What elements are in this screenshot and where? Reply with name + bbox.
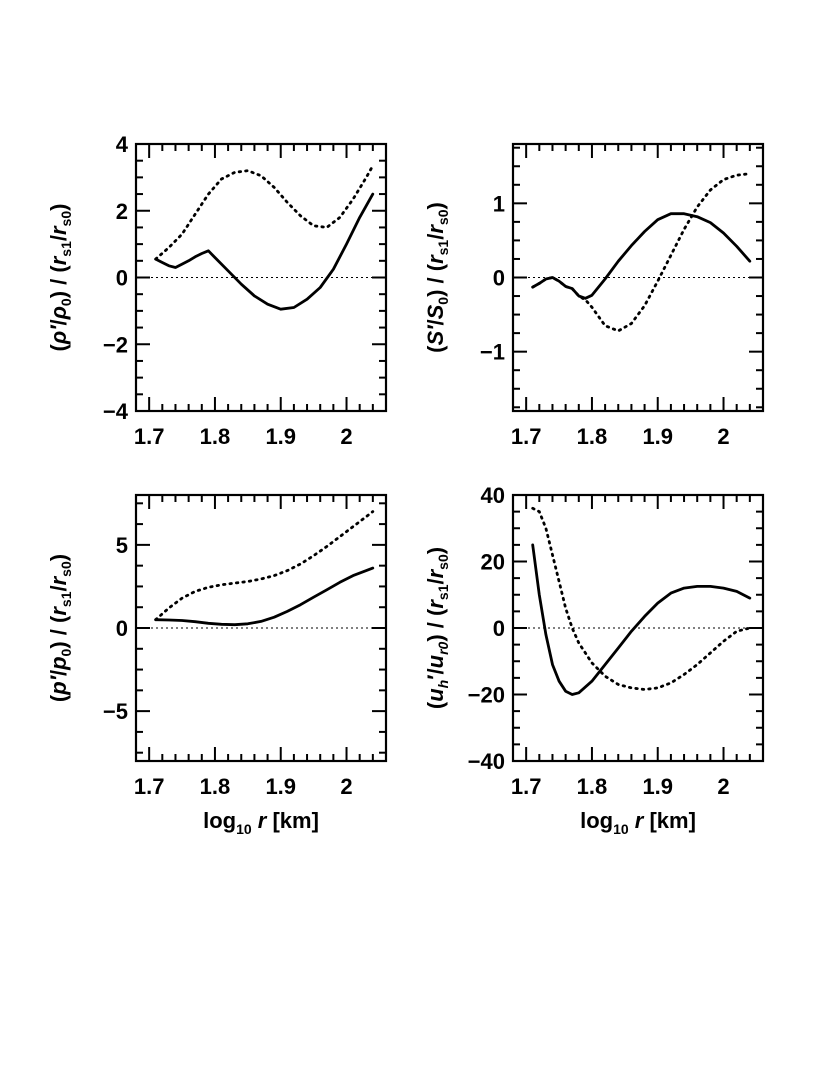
y-tick-label: 1 [493, 191, 505, 216]
x-axis-title: log10 r [km] [203, 808, 319, 837]
series-dotted-line [531, 506, 752, 691]
x-axis-title: log10 r [km] [580, 808, 696, 837]
x-tick-label: 1.8 [577, 424, 608, 449]
y-tick-label: 2 [116, 199, 128, 224]
y-tick-label: −4 [103, 399, 129, 424]
y-tick-label: 5 [116, 533, 128, 558]
x-tick-label: 1.8 [200, 424, 231, 449]
x-tick-label: 1.9 [265, 424, 296, 449]
x-tick-label: 1.8 [577, 774, 608, 799]
x-tick-label: 1.7 [511, 424, 542, 449]
y-tick-label: −20 [468, 683, 505, 708]
y-tick-label: 4 [116, 132, 129, 157]
panel-velocity: 1.7 1.8 1.9 2 −40 −20 0 20 40 (uh′/ur0) / (rs1/rs… [423, 483, 765, 837]
series-dotted-line [531, 172, 752, 333]
y-axis-title: (p′/p0) / (rs1/rs0) [46, 554, 74, 702]
panel-entropy: 1.7 1.8 1.9 2 −1 0 1 (S′/S0) / (rs1/rs0) [423, 142, 765, 449]
y-axis-title: (uh′/ur0) / (rs1/rs0) [423, 547, 451, 709]
panel-density: 1.7 1.8 1.9 2 −4 −2 0 2 4 (ρ′/ρ0) / (rs1/rs0) [46, 132, 388, 449]
x-tick-label: 1.7 [134, 424, 165, 449]
series-solid-line [531, 543, 752, 696]
x-tick-label: 2 [340, 774, 352, 799]
x-tick-label: 2 [717, 424, 729, 449]
y-tick-label: 40 [481, 483, 505, 508]
x-tick-label: 2 [717, 774, 729, 799]
x-tick-label: 1.7 [511, 774, 542, 799]
y-axis-title: (S′/S0) / (rs1/rs0) [423, 202, 451, 353]
x-tick-label: 1.9 [642, 774, 673, 799]
y-tick-label: 0 [493, 266, 505, 291]
series-dotted-line [154, 164, 375, 261]
series-solid-line [154, 566, 375, 627]
x-tick-label: 2 [340, 424, 352, 449]
series-solid-line [154, 192, 375, 311]
y-tick-label: 0 [116, 616, 128, 641]
y-tick-label: −40 [468, 749, 505, 774]
y-tick-label: −1 [480, 340, 505, 365]
y-axis-title: (ρ′/ρ0) / (rs1/rs0) [46, 204, 74, 352]
x-tick-label: 1.7 [134, 774, 165, 799]
x-tick-label: 1.9 [642, 424, 673, 449]
x-tick-label: 1.9 [265, 774, 296, 799]
y-tick-label: −2 [103, 332, 128, 357]
y-tick-label: 0 [493, 616, 505, 641]
series-solid-line [531, 212, 752, 300]
panel-pressure: 1.7 1.8 1.9 2 −5 0 5 (p′/p0) / (rs1/rs0) log10 r… [46, 493, 388, 837]
y-tick-label: −5 [103, 699, 128, 724]
y-tick-label: 20 [481, 550, 505, 575]
y-tick-label: 0 [116, 266, 128, 291]
x-tick-label: 1.8 [200, 774, 231, 799]
series-dotted-line [154, 510, 375, 622]
